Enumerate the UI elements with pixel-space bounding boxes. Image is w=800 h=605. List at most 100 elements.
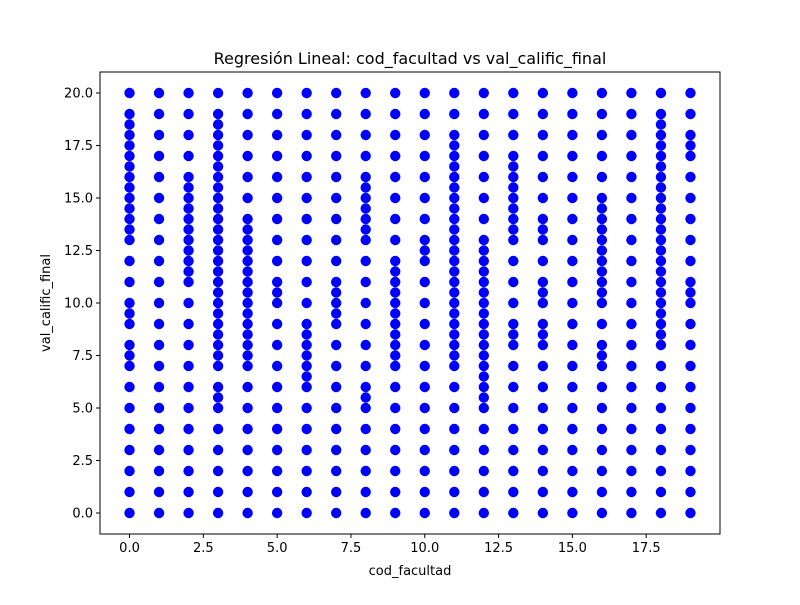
data-point <box>626 234 637 246</box>
data-point <box>537 287 549 298</box>
data-point <box>242 129 253 141</box>
data-point <box>330 507 342 519</box>
data-point <box>419 444 430 456</box>
data-point <box>419 318 430 330</box>
data-point <box>212 140 224 151</box>
data-point <box>449 381 460 393</box>
data-point <box>360 171 371 183</box>
data-point <box>124 140 135 151</box>
data-point <box>685 423 696 435</box>
data-point <box>685 108 696 120</box>
data-point <box>655 360 667 372</box>
data-point <box>685 129 696 141</box>
data-point <box>242 266 253 277</box>
data-point <box>271 171 283 183</box>
data-point <box>153 465 165 477</box>
data-point <box>449 182 460 193</box>
data-point <box>655 171 667 183</box>
data-point <box>508 182 519 193</box>
data-point <box>419 245 430 256</box>
data-point <box>212 360 224 372</box>
data-point <box>301 402 312 414</box>
data-point <box>685 465 696 477</box>
data-point <box>567 444 578 456</box>
data-point <box>212 245 224 256</box>
data-point <box>183 245 194 256</box>
data-point <box>626 486 637 498</box>
data-point <box>390 402 401 414</box>
y-tick-label: 12.5 <box>64 244 93 259</box>
data-point <box>183 444 194 456</box>
data-point <box>596 171 608 183</box>
data-point <box>360 129 371 141</box>
data-point <box>419 255 430 267</box>
data-point <box>596 444 608 456</box>
data-point <box>655 318 667 330</box>
data-point <box>419 297 430 309</box>
data-point <box>685 192 696 204</box>
data-point <box>212 161 224 172</box>
data-point <box>508 150 519 162</box>
data-point <box>626 297 637 309</box>
data-point <box>478 318 490 330</box>
data-point <box>212 182 224 193</box>
data-point <box>183 318 194 330</box>
data-point <box>212 308 224 319</box>
data-point <box>183 224 194 235</box>
data-point <box>685 360 696 372</box>
data-point <box>449 213 460 225</box>
data-point <box>567 150 578 162</box>
data-point <box>626 507 637 519</box>
data-point <box>271 234 283 246</box>
data-point <box>655 203 667 214</box>
points-layer <box>124 87 696 519</box>
data-point <box>685 381 696 393</box>
data-point <box>390 360 401 372</box>
data-point <box>212 119 224 130</box>
data-point <box>685 150 696 162</box>
data-point <box>183 171 194 183</box>
data-point <box>478 150 490 162</box>
data-point <box>449 350 460 361</box>
data-point <box>153 486 165 498</box>
data-point <box>390 381 401 393</box>
data-point <box>124 171 135 183</box>
data-point <box>626 150 637 162</box>
data-point <box>153 129 165 141</box>
data-point <box>212 287 224 298</box>
data-point <box>301 276 312 288</box>
data-point <box>626 129 637 141</box>
y-tick-label: 5.0 <box>72 402 93 417</box>
data-point <box>596 108 608 120</box>
data-point <box>596 381 608 393</box>
data-point <box>567 234 578 246</box>
data-point <box>330 402 342 414</box>
data-point <box>360 224 371 235</box>
data-point <box>271 87 283 99</box>
data-point <box>685 87 696 99</box>
data-point <box>360 318 371 330</box>
data-point <box>626 423 637 435</box>
data-point <box>626 108 637 120</box>
data-point <box>596 224 608 235</box>
data-point <box>508 402 519 414</box>
data-point <box>124 423 135 435</box>
data-point <box>390 171 401 183</box>
data-point <box>449 266 460 277</box>
data-point <box>537 87 549 99</box>
data-point <box>183 234 194 246</box>
x-tick-label: 2.5 <box>193 541 214 556</box>
data-point <box>153 423 165 435</box>
data-point <box>419 507 430 519</box>
x-tick-label: 7.5 <box>341 541 362 556</box>
data-point <box>419 129 430 141</box>
data-point <box>655 192 667 204</box>
data-point <box>212 266 224 277</box>
data-point <box>183 486 194 498</box>
data-point <box>478 507 490 519</box>
data-point <box>419 192 430 204</box>
data-point <box>655 486 667 498</box>
data-point <box>242 339 253 351</box>
data-point <box>212 297 224 309</box>
data-point <box>183 108 194 120</box>
